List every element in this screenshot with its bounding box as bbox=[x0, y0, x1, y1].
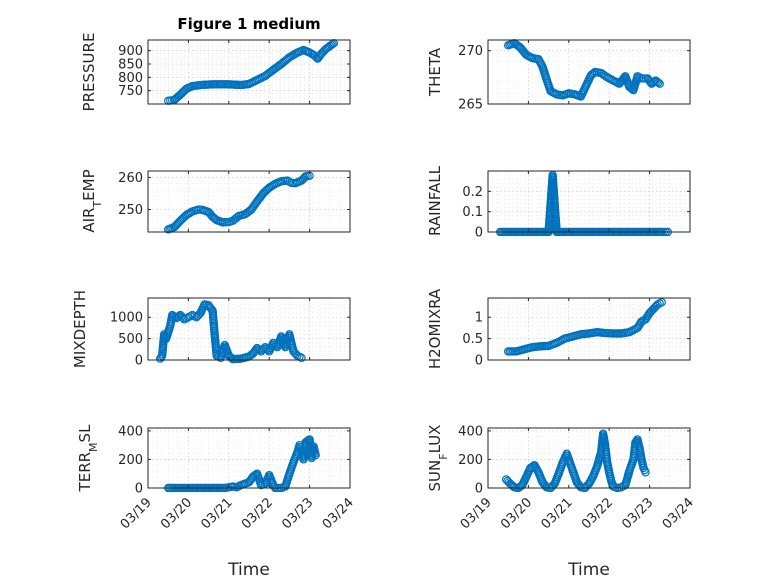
y-tick-label: 1 bbox=[475, 311, 483, 326]
y-tick-label: 500 bbox=[118, 332, 143, 347]
y-tick-label: 0 bbox=[475, 354, 483, 369]
y-tick-label: 265 bbox=[458, 98, 483, 113]
axes-box bbox=[487, 39, 691, 105]
y-tick-label: 0 bbox=[135, 482, 143, 497]
data-point bbox=[178, 313, 188, 323]
data-point bbox=[262, 344, 271, 353]
data-point bbox=[297, 353, 306, 363]
y-tick-label: 0.2 bbox=[462, 185, 483, 200]
data-point bbox=[650, 77, 659, 86]
data-markers bbox=[504, 39, 664, 101]
y-axis-label: TERRMSL bbox=[76, 424, 100, 493]
plot-area: 0 0.1 0.2 bbox=[462, 170, 691, 241]
y-tick-label: 0 bbox=[475, 226, 483, 241]
y-tick-label: 0.1 bbox=[462, 205, 483, 220]
data-point bbox=[652, 77, 662, 86]
y-tick-label: 750 bbox=[118, 84, 143, 99]
data-point bbox=[641, 468, 650, 477]
axes-box bbox=[487, 170, 691, 233]
data-markers bbox=[164, 39, 339, 106]
y-tick-label: 260 bbox=[118, 171, 143, 186]
data-point bbox=[311, 450, 320, 460]
data-point bbox=[310, 51, 320, 61]
axes-box bbox=[147, 39, 351, 105]
y-axis-label: AIRTEMP bbox=[80, 169, 104, 232]
data-point bbox=[655, 79, 664, 88]
axes-box bbox=[487, 427, 691, 489]
subplot-rainfall: 0 0.1 0.2 RAINFALL bbox=[426, 165, 691, 241]
data-markers bbox=[504, 298, 666, 356]
plot-area: 0 500 1000 bbox=[110, 297, 351, 369]
y-tick-label: 0 bbox=[135, 354, 143, 369]
y-axis-label: THETA bbox=[426, 47, 444, 97]
chart-title: Figure 1 medium bbox=[177, 15, 320, 33]
x-axis-label: Time bbox=[227, 560, 270, 580]
y-tick-label: 0 bbox=[475, 482, 483, 497]
y-axis-label: SUNFLUX bbox=[426, 425, 450, 492]
axes-box bbox=[147, 297, 351, 361]
y-tick-label: 400 bbox=[118, 424, 143, 439]
y-tick-label: 800 bbox=[118, 71, 143, 86]
y-tick-label: 250 bbox=[118, 203, 143, 218]
data-point bbox=[657, 298, 666, 307]
plot-area: 250 260 bbox=[118, 170, 351, 234]
y-tick-label: 270 bbox=[458, 44, 483, 59]
subplot-mixdepth: 0 500 1000 MIXDEPTH bbox=[71, 290, 351, 369]
y-tick-label: 0.5 bbox=[462, 332, 483, 347]
subplot-theta: 265 270 THETA bbox=[426, 39, 691, 113]
data-markers bbox=[155, 300, 306, 364]
axes-background bbox=[148, 298, 350, 360]
y-tick-label: 1000 bbox=[110, 311, 143, 326]
y-tick-label: 900 bbox=[118, 44, 143, 59]
axes-box bbox=[147, 427, 351, 489]
y-tick-label: 200 bbox=[458, 453, 483, 468]
data-point bbox=[507, 480, 516, 490]
y-tick-label: 200 bbox=[118, 453, 143, 468]
axes-box bbox=[487, 297, 691, 361]
plot-area: 00.51 bbox=[462, 297, 691, 369]
y-tick-label: 850 bbox=[118, 58, 143, 73]
y-axis-label: MIXDEPTH bbox=[71, 290, 89, 368]
data-point bbox=[654, 78, 663, 87]
axes-box bbox=[147, 170, 351, 233]
y-axis-label: RAINFALL bbox=[426, 165, 444, 236]
x-axis-label: Time bbox=[567, 560, 610, 580]
subplot-h2omixra: 00.51 H2OMIXRA bbox=[426, 288, 691, 369]
y-axis-label: H2OMIXRA bbox=[426, 288, 444, 369]
axes-background bbox=[488, 171, 690, 232]
y-axis-label: PRESSURE bbox=[80, 33, 98, 112]
plot-area: 265 270 bbox=[458, 39, 691, 113]
data-point bbox=[328, 39, 337, 49]
data-markers bbox=[164, 171, 314, 234]
y-tick-label: 400 bbox=[458, 424, 483, 439]
subplot-air-temp: 250 260 AIRTEMP bbox=[80, 169, 351, 234]
